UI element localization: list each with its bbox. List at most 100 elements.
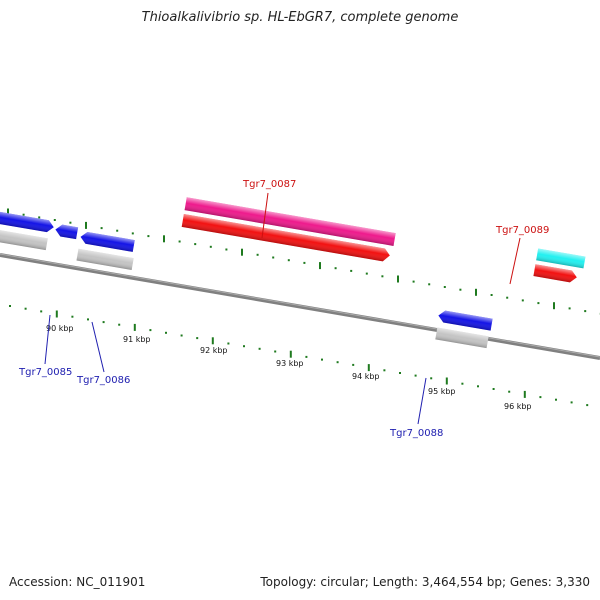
tick-mark [319, 262, 321, 270]
tick-mark [241, 248, 243, 256]
scale-label-90: 90 kbp [46, 324, 74, 333]
gene-label-tgr7-0086[interactable]: Tgr7_0086 [76, 375, 130, 386]
gene-labels: Tgr7_0085 Tgr7_0086 Tgr7_0087 Tgr7_0088 … [18, 179, 549, 439]
tick-mark [414, 374, 417, 377]
gene-bar-0088-gray[interactable] [435, 327, 489, 349]
tick-mark [430, 377, 433, 380]
tick-mark [352, 363, 355, 366]
tick-mark [55, 310, 58, 318]
scale-label-92: 92 kbp [200, 346, 228, 355]
tick-mark [38, 216, 41, 219]
tick-mark [87, 318, 89, 321]
tick-mark [22, 213, 25, 216]
tick-mark [383, 369, 386, 372]
gene-label-tgr7-0089[interactable]: Tgr7_0089 [495, 225, 549, 236]
gene-arrow-0088[interactable] [437, 310, 493, 331]
tick-mark [477, 385, 479, 388]
tick-mark [461, 382, 464, 385]
genome-summary-text: Topology: circular; Length: 3,464,554 bp… [260, 575, 590, 589]
tick-mark [303, 261, 306, 264]
gene-label-tgr7-0087[interactable]: Tgr7_0087 [242, 179, 296, 190]
tick-mark [209, 245, 212, 248]
gene-label-tgr7-0085[interactable]: Tgr7_0085 [18, 367, 72, 378]
accession-text: Accession: NC_011901 [9, 575, 146, 589]
tick-row-lower [9, 305, 589, 407]
gene-arrow-0087-pink[interactable] [184, 197, 396, 246]
tick-mark [445, 377, 448, 385]
tick-mark [274, 350, 277, 353]
tick-mark [133, 323, 136, 331]
gene-arrow-0086[interactable] [80, 231, 135, 252]
tick-mark [71, 315, 74, 318]
gene-arrow-0085[interactable] [54, 224, 79, 240]
tick-mark [40, 310, 43, 313]
tick-mark [336, 361, 339, 364]
tick-mark [256, 253, 259, 256]
tick-mark [7, 208, 9, 216]
tick-mark [381, 275, 384, 278]
tick-mark [225, 248, 228, 251]
gene-bar-0086-gray[interactable] [76, 248, 134, 271]
tick-mark [399, 372, 401, 374]
tick-mark [412, 280, 415, 283]
tick-mark [165, 331, 167, 334]
tick-mark [397, 275, 399, 283]
tick-mark [118, 323, 121, 326]
tick-mark [85, 221, 87, 229]
tick-mark [211, 337, 214, 345]
tick-mark [305, 355, 308, 358]
tick-mark [523, 390, 526, 398]
tick-mark [180, 334, 183, 337]
tick-mark [555, 398, 557, 401]
gene-arrow-0089-cyan[interactable] [536, 248, 586, 269]
tick-mark [258, 347, 261, 350]
scale-label-96: 96 kbp [504, 402, 532, 411]
tick-mark [100, 227, 103, 230]
tick-mark [147, 235, 150, 238]
tick-mark [53, 219, 56, 221]
tick-mark [539, 396, 542, 399]
tick-mark [367, 364, 370, 372]
tick-mark [243, 345, 245, 348]
tick-mark [584, 310, 587, 313]
gene-bar-0084-gray[interactable] [0, 228, 48, 251]
tick-mark [506, 296, 509, 299]
tick-row-upper [7, 208, 600, 315]
tick-mark [9, 305, 11, 307]
tick-mark [508, 390, 511, 393]
scale-labels: 90 kbp 91 kbp 92 kbp 93 kbp 94 kbp 95 kb… [46, 324, 532, 411]
map-title: Thioalkalivibrio sp. HL-EbGR7, complete … [141, 10, 459, 25]
tick-mark [443, 286, 446, 288]
tick-mark [568, 307, 571, 310]
tick-mark [365, 272, 368, 275]
tick-mark [321, 358, 323, 361]
tick-mark [289, 350, 292, 358]
tick-mark [459, 288, 462, 291]
tick-mark [428, 283, 431, 286]
tick-mark [227, 342, 230, 345]
tick-mark [475, 288, 477, 296]
tick-mark [537, 302, 540, 305]
gene-label-tgr7-0088[interactable]: Tgr7_0088 [389, 428, 443, 439]
scale-label-94: 94 kbp [352, 372, 380, 381]
gene-arrow-0089-red[interactable] [533, 264, 577, 283]
tick-mark [586, 404, 589, 407]
scale-label-93: 93 kbp [276, 359, 304, 368]
tick-mark [116, 229, 119, 232]
tick-mark [149, 329, 152, 332]
tick-mark [69, 221, 72, 224]
gene-arrow-0087-red[interactable] [181, 214, 391, 262]
tick-mark [490, 294, 493, 296]
tick-mark [102, 321, 105, 324]
tick-mark [350, 269, 353, 272]
scale-label-91: 91 kbp [123, 335, 151, 344]
scale-label-95: 95 kbp [428, 387, 456, 396]
genome-backbone [0, 253, 600, 360]
gene-arrow-0084[interactable] [0, 210, 55, 233]
tick-mark [492, 388, 495, 390]
tick-mark [334, 267, 337, 270]
tick-mark [131, 232, 134, 235]
tick-mark [521, 299, 524, 302]
tick-mark [553, 302, 555, 310]
